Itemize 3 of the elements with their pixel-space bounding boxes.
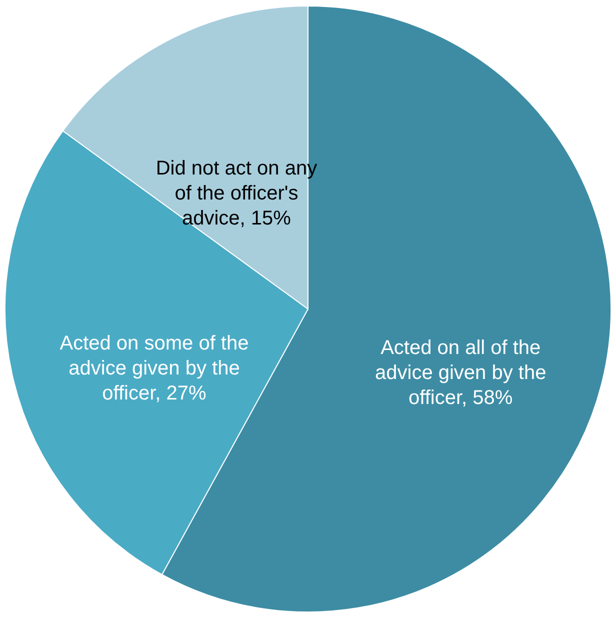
slice-label: Did not act on any of the officer's advice, 15% — [156, 158, 318, 230]
slice-label: Acted on some of the advice given by the officer, 27% — [60, 332, 249, 404]
slice-label: Acted on all of the advice given by the officer, 58% — [374, 337, 546, 410]
